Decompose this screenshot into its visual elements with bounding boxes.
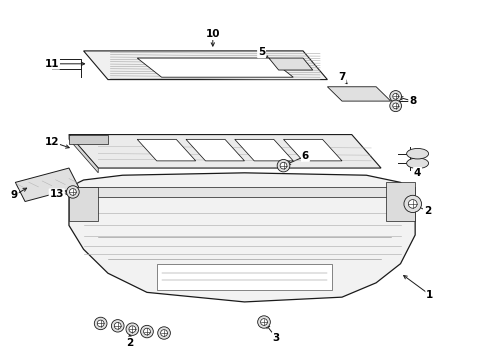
Circle shape <box>129 326 136 333</box>
Circle shape <box>126 323 139 336</box>
Circle shape <box>97 320 104 327</box>
Circle shape <box>111 320 124 332</box>
Circle shape <box>141 325 153 338</box>
Text: 7: 7 <box>338 72 345 82</box>
Polygon shape <box>137 139 195 161</box>
Polygon shape <box>137 58 293 77</box>
Polygon shape <box>185 139 244 161</box>
Polygon shape <box>385 183 414 221</box>
Text: 12: 12 <box>44 137 59 147</box>
Circle shape <box>160 330 167 336</box>
Polygon shape <box>234 139 293 161</box>
Polygon shape <box>283 139 341 161</box>
Circle shape <box>389 100 401 112</box>
Text: 2: 2 <box>126 338 133 347</box>
Circle shape <box>69 189 76 195</box>
Circle shape <box>280 162 286 169</box>
Ellipse shape <box>406 148 427 159</box>
Text: 3: 3 <box>272 333 279 343</box>
Polygon shape <box>69 187 98 221</box>
Text: 11: 11 <box>44 59 59 69</box>
Polygon shape <box>15 168 79 202</box>
Text: 8: 8 <box>408 96 415 106</box>
Polygon shape <box>69 135 98 173</box>
Text: 6: 6 <box>301 151 308 161</box>
Text: 2: 2 <box>423 206 430 216</box>
Text: 9: 9 <box>11 190 18 200</box>
Circle shape <box>392 94 398 99</box>
Circle shape <box>392 103 398 109</box>
Polygon shape <box>69 187 414 197</box>
Circle shape <box>257 316 270 328</box>
Circle shape <box>66 186 79 198</box>
Polygon shape <box>83 51 327 80</box>
Circle shape <box>389 91 401 102</box>
Polygon shape <box>327 87 390 101</box>
Circle shape <box>143 328 150 335</box>
Text: 5: 5 <box>257 47 264 57</box>
Ellipse shape <box>406 158 427 168</box>
Circle shape <box>158 327 170 339</box>
Text: 13: 13 <box>49 189 64 199</box>
Circle shape <box>403 195 421 212</box>
Text: 1: 1 <box>426 290 432 300</box>
Polygon shape <box>157 264 331 290</box>
Circle shape <box>260 319 267 325</box>
Circle shape <box>277 159 289 172</box>
Polygon shape <box>69 135 380 168</box>
Text: 4: 4 <box>413 168 421 178</box>
Circle shape <box>407 199 416 208</box>
Polygon shape <box>69 173 414 302</box>
Text: 10: 10 <box>205 29 220 39</box>
Polygon shape <box>69 135 108 144</box>
Circle shape <box>94 317 107 330</box>
Circle shape <box>114 323 121 329</box>
Polygon shape <box>268 58 312 70</box>
